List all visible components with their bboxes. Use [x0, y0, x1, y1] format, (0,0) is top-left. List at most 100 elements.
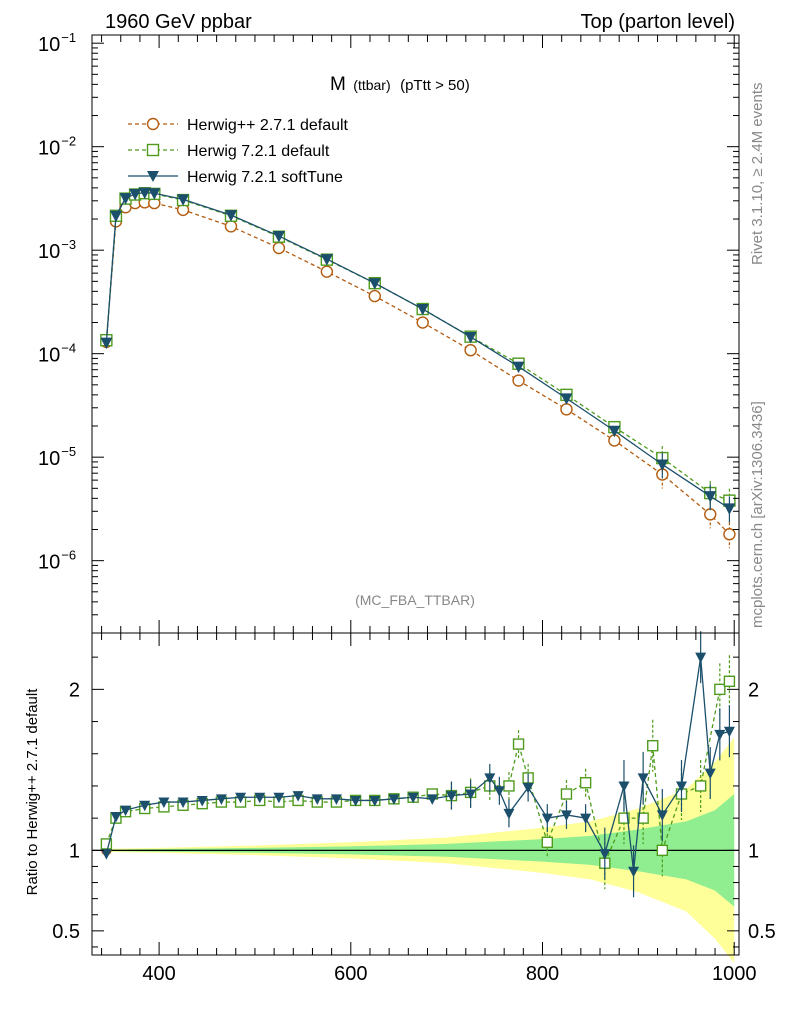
data-point: [723, 675, 736, 687]
legend-label: Herwig 7.2.1 default: [187, 143, 330, 160]
ratio-plot-panel: 0.5 0.5 1 1 2 2 400 600 800 1000 Ratio to Herwig+…: [24, 631, 776, 985]
data-point: [158, 797, 170, 809]
main-tick-layer: 10−610−510−410−310−210−1: [38, 30, 739, 634]
legend-label: Herwig++ 2.7.1 default: [187, 117, 349, 134]
data-point: [704, 508, 717, 521]
data-point: [369, 795, 381, 807]
data-point: [512, 361, 525, 374]
y-tick-label: 10−1: [38, 30, 76, 56]
y-tick-exponent: −2: [61, 134, 76, 149]
ratio-y-axis-label: Ratio to Herwig++ 2.7.1 default: [24, 688, 41, 896]
ratio-tick-layer: 0.5 0.5 1 1 2 2 400 600 800 1000: [52, 633, 776, 985]
ratio-y-tick-label-right: 0.5: [748, 921, 776, 943]
data-point: [656, 459, 669, 471]
data-point: [407, 792, 419, 804]
data-point: [292, 791, 304, 802]
data-point: [464, 344, 477, 357]
header-left: 1960 GeV ppbar: [105, 11, 252, 33]
legend-marker-square: [146, 143, 160, 157]
data-point: [388, 794, 400, 805]
data-point: [560, 788, 573, 800]
chart-title-sub: (ttbar): [353, 77, 390, 93]
ratio-series-layer: [100, 631, 736, 898]
data-point: [522, 783, 534, 794]
ratio-plot-frame: [91, 632, 740, 956]
x-tick-label: 600: [334, 963, 367, 985]
data-point: [148, 188, 161, 200]
data-point: [464, 331, 477, 344]
legend-marker-circle: [146, 117, 160, 131]
data-point: [714, 683, 726, 696]
ratio-y-tick-label-left: 1: [69, 840, 80, 862]
data-point: [224, 210, 237, 222]
data-point: [675, 781, 687, 792]
rivet-version-text: Rivet 3.1.10, ≥ 2.4M events: [749, 83, 766, 266]
data-point: [177, 194, 190, 206]
data-point: [484, 773, 496, 784]
data-point: [704, 768, 716, 780]
data-point: [139, 800, 151, 812]
mcplots-text: mcplots.cern.ch [arXiv:1306.3436]: [749, 401, 766, 628]
ratio-y-tick-label-left: 2: [69, 679, 80, 701]
data-point: [723, 503, 736, 515]
data-point: [579, 777, 592, 789]
data-point: [368, 289, 381, 303]
data-point: [320, 254, 333, 266]
data-point: [512, 374, 525, 387]
data-point: [637, 812, 649, 824]
data-point: [656, 810, 668, 821]
data-point: [618, 781, 630, 792]
data-point: [416, 304, 429, 316]
y-tick-base: 10: [38, 138, 60, 160]
data-point: [541, 813, 553, 825]
data-point: [110, 812, 122, 823]
y-tick-base: 10: [38, 34, 60, 56]
ratio-y-tick-label-right: 2: [748, 679, 759, 701]
data-point: [512, 738, 525, 750]
data-point: [320, 265, 334, 278]
y-tick-exponent: −1: [61, 30, 76, 45]
legend-marker-triangle: [147, 171, 159, 182]
data-point: [109, 210, 122, 223]
data-point: [647, 740, 659, 752]
data-point: [368, 278, 381, 290]
data-point: [714, 729, 726, 741]
chart-title-cut: (pTtt > 50): [400, 77, 470, 94]
data-point: [694, 780, 707, 792]
data-point: [541, 836, 553, 848]
series-1: [100, 187, 736, 515]
data-point: [224, 220, 238, 233]
y-tick-exponent: −5: [61, 444, 76, 459]
y-tick-base: 10: [38, 552, 60, 574]
legend-entry-herwig7-softtune: Herwig 7.2.1 softTune: [128, 169, 343, 186]
series-line: [105, 192, 730, 502]
data-point: [723, 726, 735, 738]
analysis-label: (MC_FBA_TTBAR): [355, 592, 475, 608]
data-point: [704, 491, 717, 503]
x-tick-label: 400: [142, 963, 175, 985]
data-point: [608, 425, 621, 438]
series-line: [105, 191, 730, 509]
data-point: [493, 786, 505, 797]
series-0: [100, 196, 736, 549]
data-point: [416, 316, 429, 329]
data-point: [637, 773, 649, 784]
y-tick-base: 10: [38, 241, 60, 263]
data-point: [273, 792, 285, 804]
y-tick-exponent: −4: [61, 341, 76, 356]
y-tick-exponent: −3: [61, 237, 76, 252]
series-line: [105, 201, 730, 535]
x-tick-label: 1000: [712, 963, 757, 985]
data-point: [628, 866, 640, 878]
data-point: [656, 844, 669, 857]
data-point: [272, 231, 285, 243]
data-point: [618, 812, 630, 824]
main-series-layer: [100, 187, 736, 549]
data-point: [100, 849, 112, 860]
data-point: [426, 794, 438, 805]
y-tick-exponent: −6: [61, 548, 76, 563]
data-point: [445, 791, 457, 802]
chart-title-main: M: [330, 74, 346, 95]
ratio-y-tick-label-right: 1: [748, 840, 759, 862]
